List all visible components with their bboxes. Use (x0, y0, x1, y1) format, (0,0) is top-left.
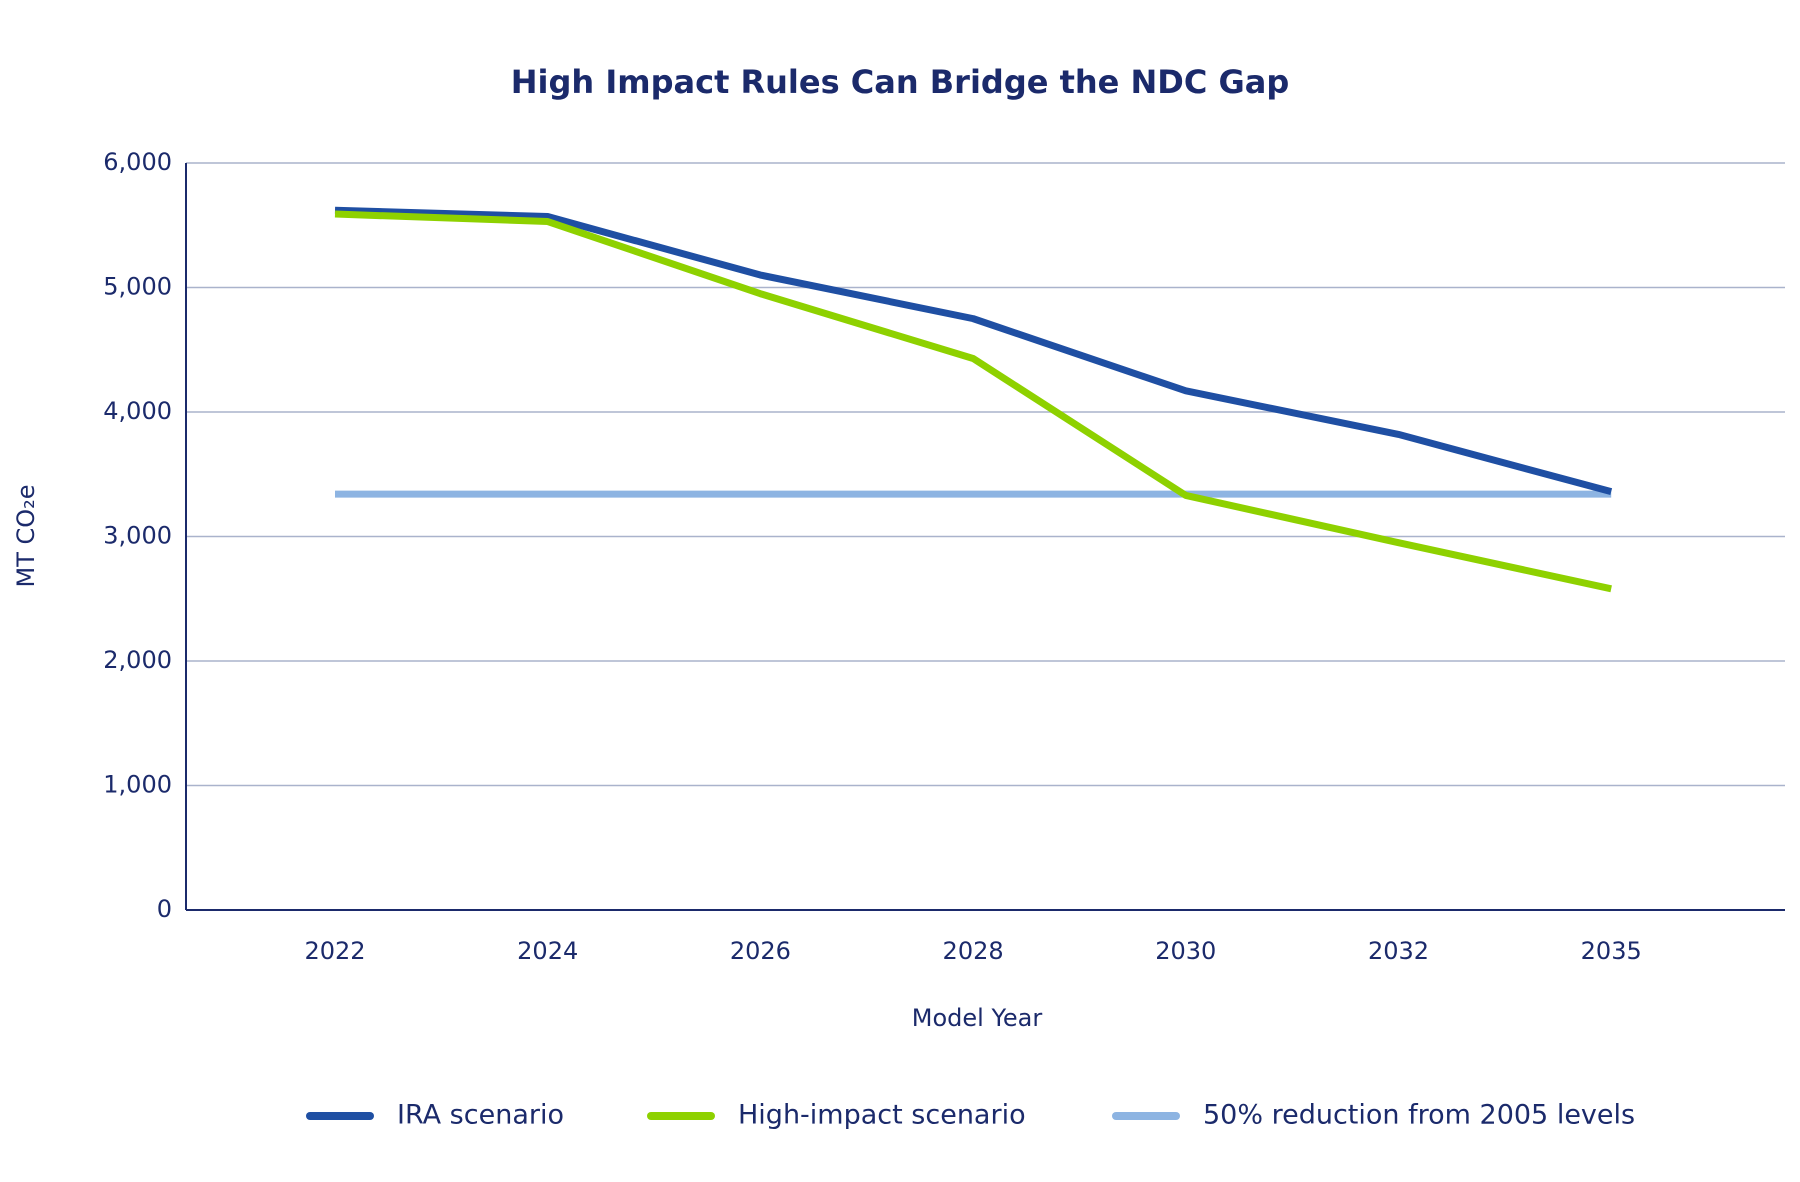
x-tick-label: 2026 (730, 937, 791, 965)
x-tick-label: 2024 (517, 937, 578, 965)
y-tick-label: 3,000 (103, 522, 172, 550)
legend-label: 50% reduction from 2005 levels (1203, 1100, 1635, 1131)
x-tick-label: 2028 (943, 937, 1004, 965)
y-tick-label: 1,000 (103, 771, 172, 799)
legend-label: IRA scenario (397, 1100, 564, 1131)
x-tick-label: 2032 (1368, 937, 1429, 965)
x-tick-label: 2030 (1155, 937, 1216, 965)
y-tick-label: 2,000 (103, 646, 172, 674)
series-line (334, 210, 1612, 593)
y-tick-label: 5,000 (103, 273, 172, 301)
legend-label: High-impact scenario (738, 1100, 1026, 1131)
y-axis-label: MT CO₂e (12, 484, 40, 587)
y-tick-label: 6,000 (103, 148, 172, 176)
x-tick-label: 2035 (1581, 937, 1642, 965)
x-axis-label: Model Year (912, 1004, 1043, 1032)
chart-title: High Impact Rules Can Bridge the NDC Gap (511, 63, 1289, 101)
x-tick-label: 2022 (304, 937, 365, 965)
y-tick-label: 4,000 (103, 397, 172, 425)
y-tick-label: 0 (157, 895, 172, 923)
series-line (334, 206, 1613, 496)
